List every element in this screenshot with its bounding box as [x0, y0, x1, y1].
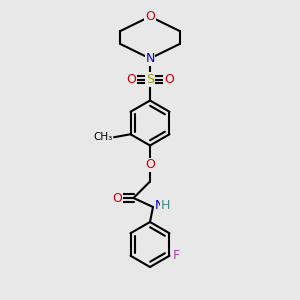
- Text: O: O: [126, 73, 136, 86]
- Text: S: S: [146, 73, 154, 86]
- Text: H: H: [160, 199, 170, 212]
- Text: F: F: [172, 249, 180, 262]
- Text: O: O: [145, 158, 155, 172]
- Text: CH₃: CH₃: [94, 132, 113, 142]
- Text: O: O: [145, 10, 155, 23]
- Text: N: N: [154, 199, 164, 212]
- Text: O: O: [112, 191, 122, 205]
- Text: N: N: [145, 52, 155, 65]
- Text: O: O: [164, 73, 174, 86]
